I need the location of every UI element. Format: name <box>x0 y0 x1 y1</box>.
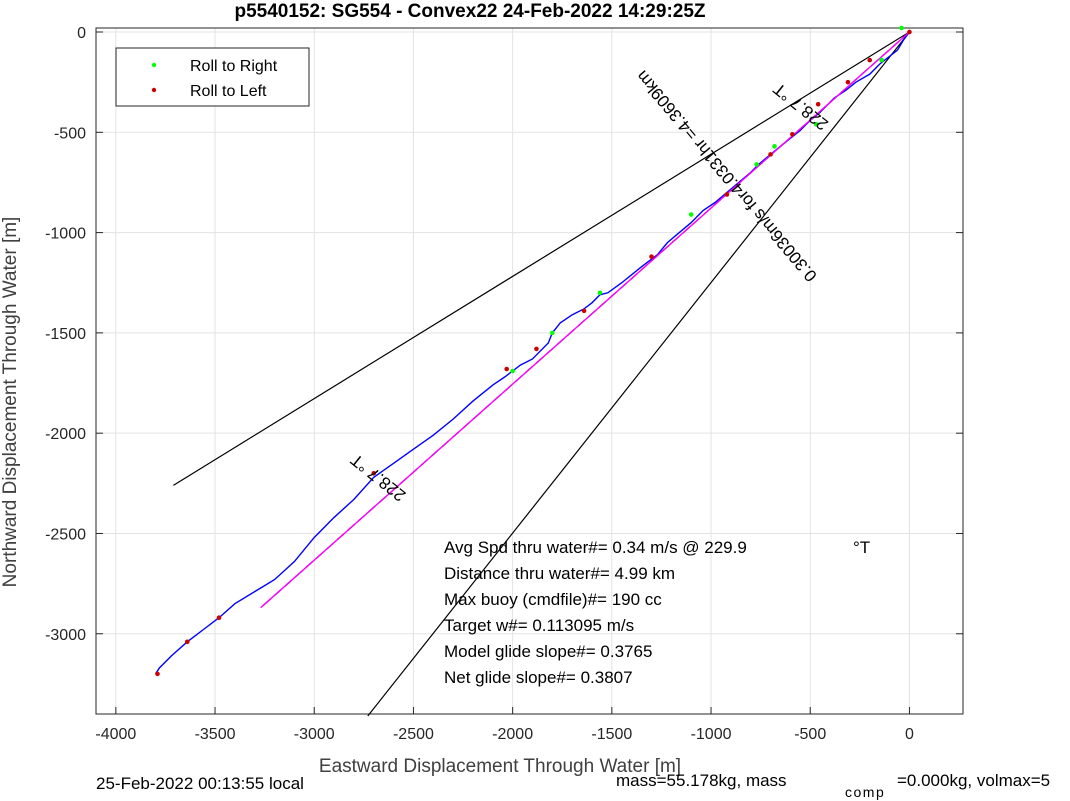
stats-block: Avg Spd thru water#= 0.34 m/s @ 229.9 °T… <box>444 538 870 687</box>
roll-left-marker <box>649 254 654 259</box>
markers-layer <box>155 25 912 677</box>
model-track-line <box>260 31 910 609</box>
stat-max-buoy: Max buoy (cmdfile)#= 190 cc <box>444 590 662 609</box>
footer-mass-subscript: comp <box>845 784 885 800</box>
reference-lines <box>173 31 910 717</box>
x-tick-label: -2500 <box>393 726 434 743</box>
roll-right-marker <box>879 57 884 63</box>
footer-local-time: 25-Feb-2022 00:13:55 local <box>96 774 304 793</box>
y-ticks: 0 -500 -1000 -1500 -2000 -2500 -3000 <box>45 25 963 644</box>
roll-right-marker <box>510 368 515 374</box>
stat-target-w: Target w#= 0.113095 m/s <box>444 616 634 635</box>
footer-volmax: =0.000kg, volmax=5 <box>897 771 1050 790</box>
stat-avg-speed-unit: °T <box>853 538 870 557</box>
y-tick-label: -2000 <box>45 426 86 443</box>
y-tick-label: -500 <box>54 125 86 142</box>
roll-left-marker <box>845 79 851 85</box>
roll-left-marker <box>815 101 821 107</box>
roll-left-marker <box>790 132 795 137</box>
roll-left-marker <box>184 639 190 645</box>
plot-frame <box>95 27 964 715</box>
roll-left-marker <box>504 366 509 372</box>
roll-left-marker <box>371 470 377 476</box>
series-layer <box>154 31 910 675</box>
roll-right-marker <box>754 162 759 167</box>
heading-reference-line <box>367 31 910 717</box>
stat-avg-speed: Avg Spd thru water#= 0.34 m/s @ 229.9 <box>444 538 747 557</box>
footer-mass: mass=55.178kg, mass <box>616 771 787 790</box>
roll-right-marker <box>688 212 694 217</box>
heading-reference-line <box>173 31 910 486</box>
chart-title: p5540152: SG554 - Convex22 24-Feb-2022 1… <box>234 1 705 22</box>
y-axis-label: Northward Displacement Through Water [m] <box>0 217 21 588</box>
roll-right-marker <box>899 25 904 31</box>
y-tick-label: -3000 <box>45 627 86 644</box>
x-axis-label: Eastward Displacement Through Water [m] <box>319 756 681 777</box>
stat-net-glide: Net glide slope#= 0.3807 <box>444 668 633 687</box>
roll-right-marker <box>772 144 777 149</box>
y-tick-label: 0 <box>77 25 86 42</box>
roll-left-marker <box>155 671 160 677</box>
legend: Roll to Right Roll to Left <box>115 47 310 107</box>
x-tick-label: 0 <box>905 726 914 743</box>
x-tick-label: -1000 <box>691 726 732 743</box>
stat-model-glide: Model glide slope#= 0.3765 <box>444 642 652 661</box>
roll-left-marker <box>724 192 730 197</box>
roll-right-marker <box>813 121 819 127</box>
x-tick-label: -3000 <box>294 726 335 743</box>
roll-left-marker <box>867 57 873 63</box>
roll-left-marker <box>907 29 912 35</box>
y-tick-label: -1000 <box>45 226 86 243</box>
legend-label-roll-left: Roll to Left <box>190 83 267 100</box>
x-tick-label: -2000 <box>492 726 533 743</box>
legend-label-roll-right: Roll to Right <box>190 58 278 75</box>
stat-distance: Distance thru water#= 4.99 km <box>444 564 675 583</box>
x-tick-label: -3500 <box>195 726 236 743</box>
roll-right-marker <box>597 290 603 296</box>
y-tick-label: -1500 <box>45 326 86 343</box>
x-ticks: -4000 -3500 -3000 -2500 -2000 -1500 -1000 -500 0 <box>95 707 914 743</box>
y-tick-label: -2500 <box>45 526 86 543</box>
roll-left-marker <box>581 308 587 314</box>
roll-right-marker <box>550 330 555 336</box>
roll-left-marker <box>216 615 222 621</box>
legend-marker-roll-left <box>151 87 157 93</box>
x-tick-label: -1500 <box>591 726 632 743</box>
x-tick-label: -500 <box>794 726 826 743</box>
x-tick-label: -4000 <box>95 726 136 743</box>
legend-marker-roll-right <box>151 62 157 68</box>
legend-box <box>115 47 310 107</box>
roll-left-marker <box>534 346 539 352</box>
roll-left-marker <box>768 152 773 157</box>
track-annotation: 228.7 °T <box>770 79 832 134</box>
